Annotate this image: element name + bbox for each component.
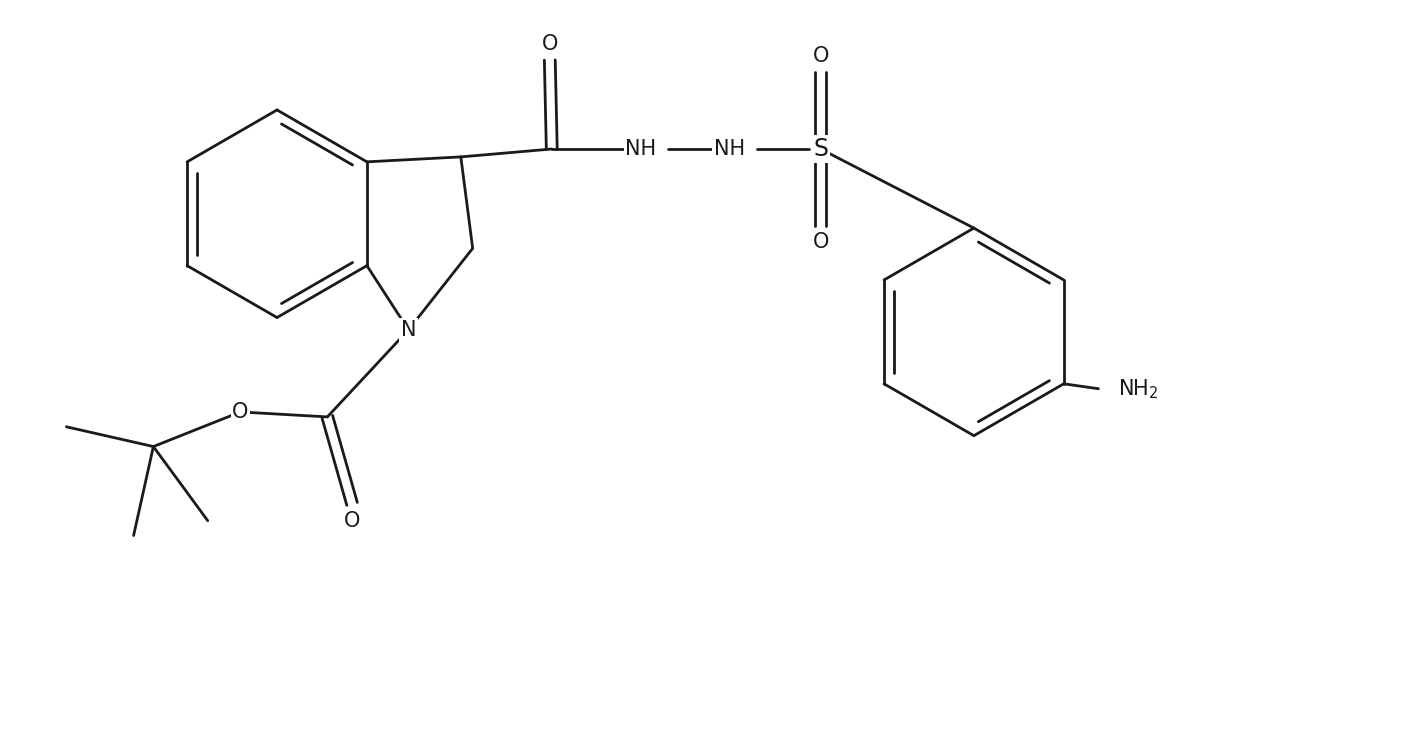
Text: O: O	[542, 34, 557, 54]
Text: NH: NH	[626, 139, 657, 159]
Text: O: O	[812, 232, 829, 252]
Text: NH: NH	[714, 139, 745, 159]
Text: N: N	[401, 320, 417, 340]
Text: O: O	[232, 402, 249, 422]
Text: O: O	[812, 46, 829, 66]
Text: S: S	[813, 137, 828, 161]
Text: NH$_2$: NH$_2$	[1118, 377, 1159, 401]
Text: O: O	[344, 511, 360, 531]
